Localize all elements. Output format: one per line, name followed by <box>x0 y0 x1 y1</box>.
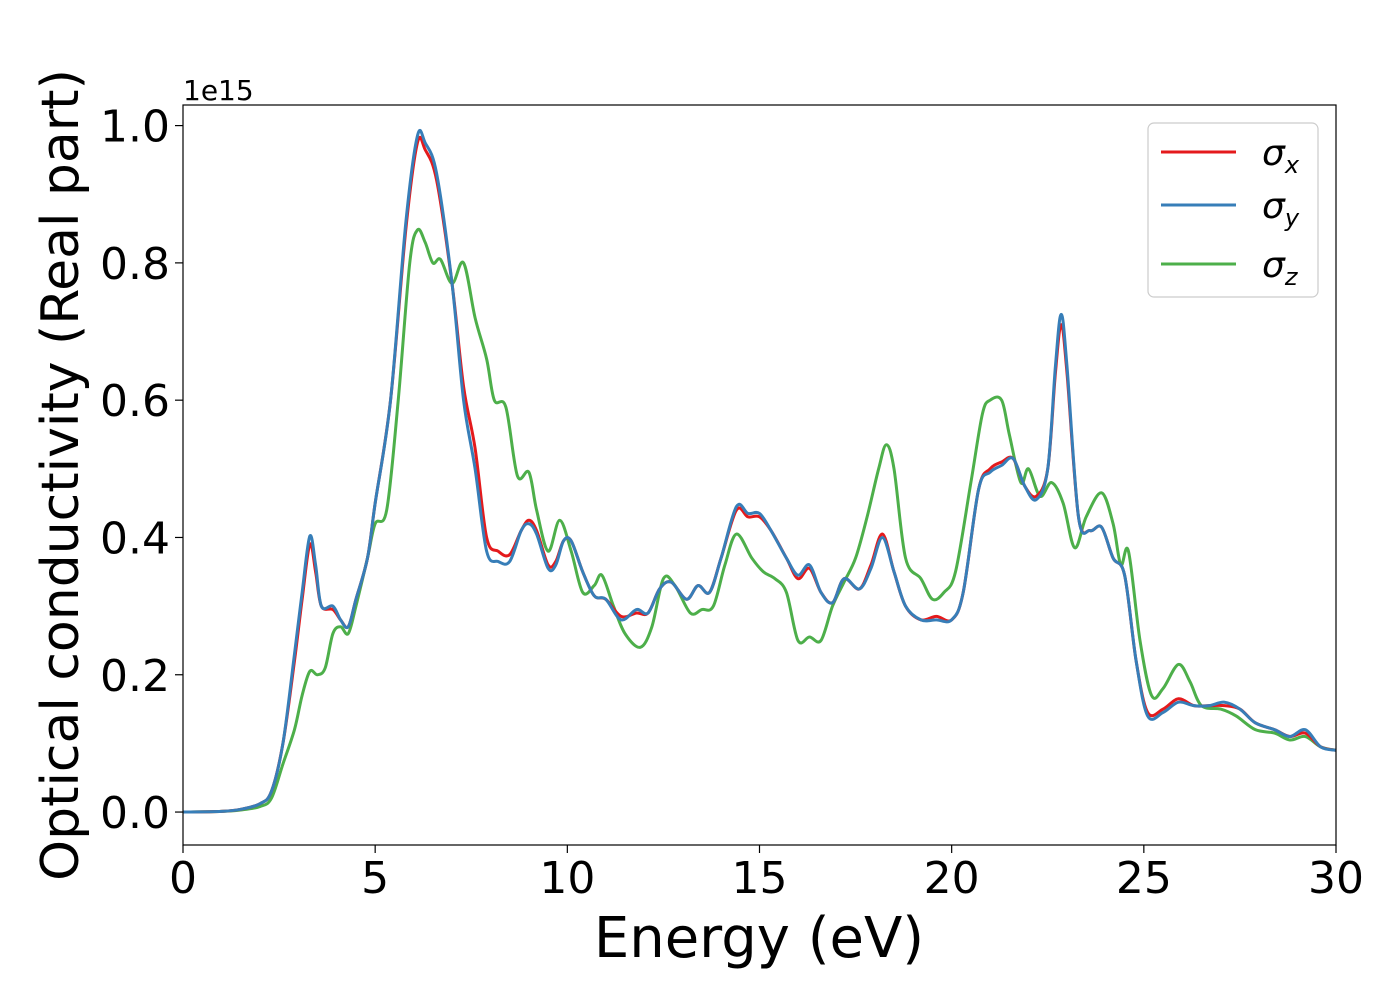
series-layer <box>183 129 1336 814</box>
x-axis-label: Energy (eV) <box>594 906 924 971</box>
y-axis-label: Optical conductivity (Real part) <box>31 69 91 881</box>
y-tick-label: 0.8 <box>100 239 170 290</box>
legend-label-sigma-x: σx <box>1262 133 1300 179</box>
series-line-sigma-z <box>183 227 1336 814</box>
legend: σx σy σz <box>1147 122 1319 298</box>
y-tick-label: 1.0 <box>100 102 170 153</box>
legend-label-sigma-z: σz <box>1262 245 1299 291</box>
plot-background <box>183 105 1336 845</box>
x-tick-label: 10 <box>539 853 595 904</box>
x-tick-label: 0 <box>169 853 197 904</box>
x-tick-label: 15 <box>732 853 788 904</box>
x-tick-label: 20 <box>924 853 980 904</box>
y-tick-label: 0.6 <box>100 376 170 427</box>
x-axis: 0 5 10 15 20 25 30 <box>169 845 1364 904</box>
y-offset-text: 1e15 <box>183 74 254 107</box>
x-tick-label: 30 <box>1308 853 1364 904</box>
x-tick-label: 5 <box>361 853 389 904</box>
y-tick-label: 0.4 <box>100 513 170 564</box>
series-line-sigma-y <box>183 129 1336 814</box>
legend-label-sigma-y: σy <box>1262 186 1300 232</box>
legend-box <box>1147 122 1319 298</box>
x-tick-label: 25 <box>1116 853 1172 904</box>
y-tick-label: 0.0 <box>100 788 170 839</box>
y-axis: 0.0 0.2 0.4 0.6 0.8 1.0 <box>100 102 183 839</box>
y-tick-label: 0.2 <box>100 651 170 702</box>
